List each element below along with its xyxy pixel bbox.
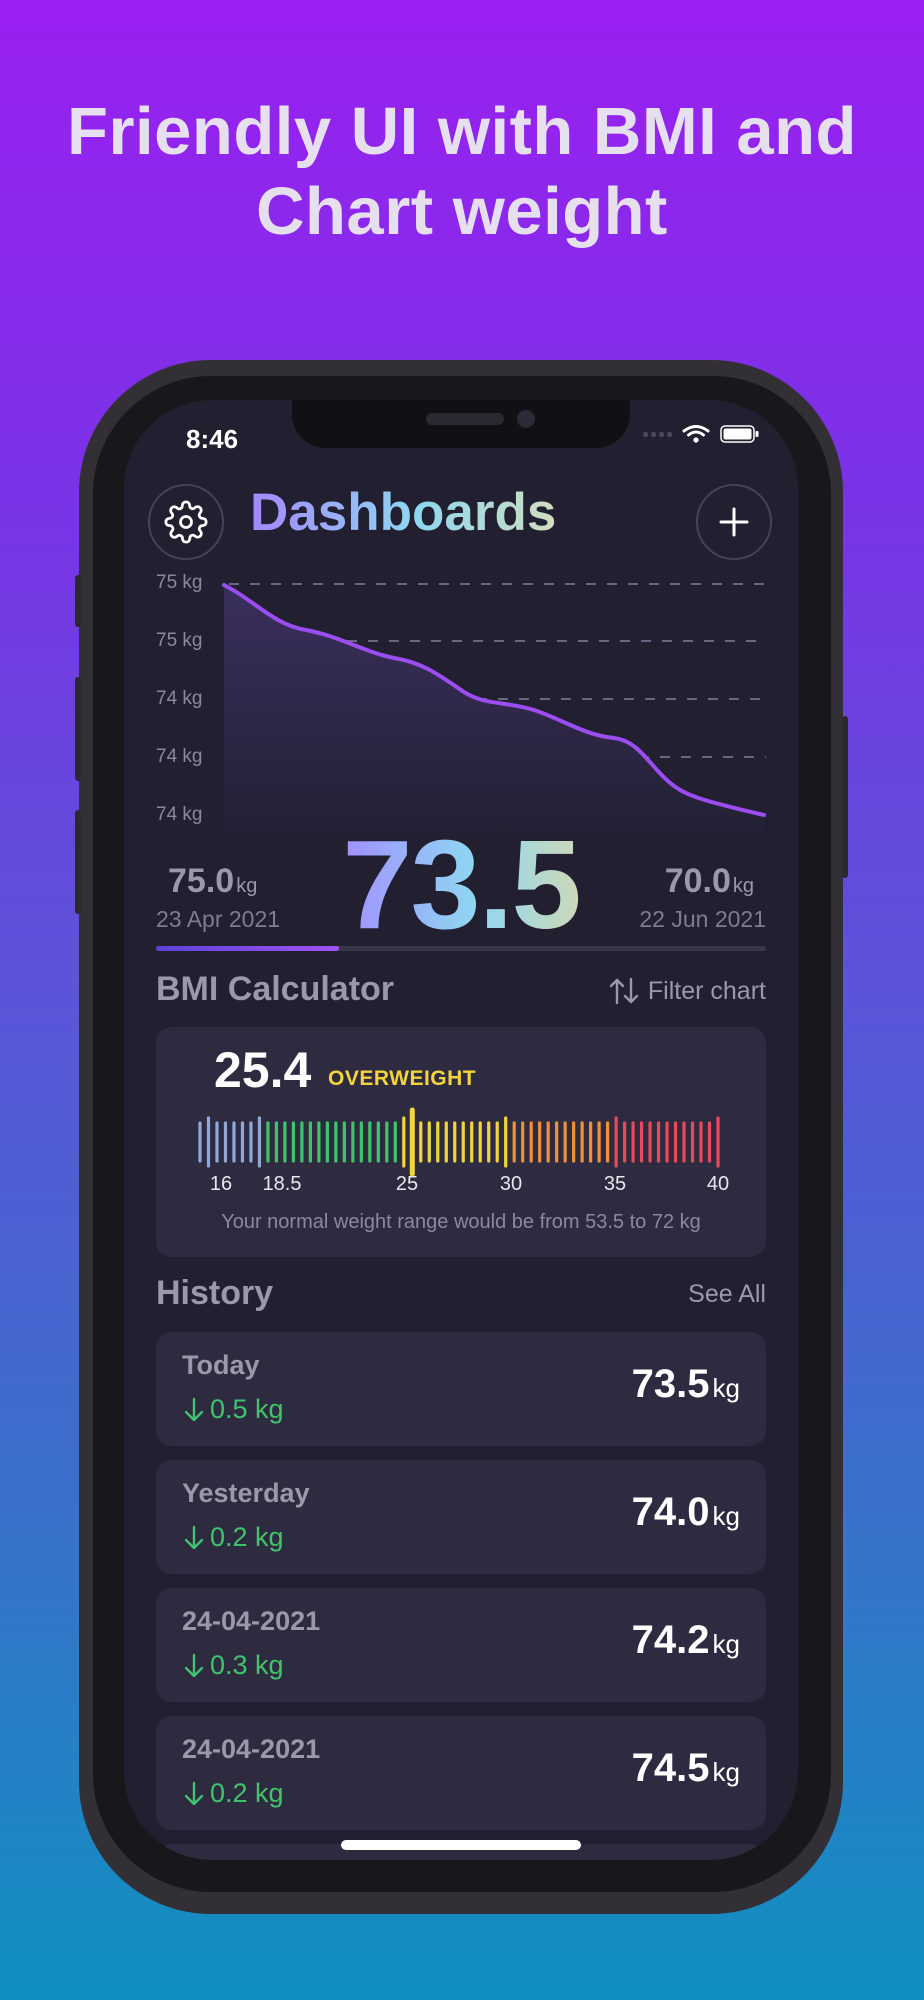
arrow-down-icon bbox=[184, 1525, 204, 1549]
history-item-label: 24-04-2021 bbox=[182, 1606, 321, 1636]
status-time: 8:46 bbox=[186, 424, 239, 454]
current-weight: 73.5 bbox=[336, 820, 586, 950]
gear-icon bbox=[164, 500, 208, 544]
chart-area bbox=[224, 585, 764, 840]
history-item-weight: 74.0 kg bbox=[631, 1490, 740, 1534]
arrow-down-icon bbox=[184, 1653, 204, 1677]
speaker-grille bbox=[426, 413, 504, 425]
start-date: 23 Apr 2021 bbox=[156, 906, 281, 932]
front-camera bbox=[517, 410, 535, 428]
filter-chart-label: Filter chart bbox=[647, 976, 766, 1005]
status-icons bbox=[643, 424, 760, 444]
plus-icon bbox=[719, 507, 749, 537]
history-item-yesterday[interactable]: Yesterday 0.2 kg 74.0 kg bbox=[156, 1460, 766, 1574]
history-item-weight: 74.5 kg bbox=[631, 1746, 740, 1790]
history-item[interactable]: 24-04-2021 0.2 kg 74.5 kg bbox=[156, 1716, 766, 1830]
bmi-value: 25.4 bbox=[214, 1042, 312, 1098]
bmi-card: 25.4 OVERWEIGHT 16 18.5 25 30 35 40 Your… bbox=[156, 1027, 766, 1257]
bmi-scale-label: 40 bbox=[706, 1173, 730, 1195]
sort-arrows-icon bbox=[609, 977, 639, 1005]
bmi-scale-label: 18.5 bbox=[262, 1173, 302, 1195]
bmi-note: Your normal weight range would be from 5… bbox=[221, 1211, 701, 1233]
history-item-weight: 73.5 kg bbox=[631, 1362, 740, 1406]
history-item-label: 24-04-2021 bbox=[182, 1734, 321, 1764]
weight-chart bbox=[222, 583, 766, 840]
history-item-delta: 0.5 kg bbox=[182, 1394, 284, 1425]
history-item-delta: 0.2 kg bbox=[182, 1522, 284, 1553]
bmi-scale bbox=[198, 1107, 720, 1177]
history-item-label: Today bbox=[182, 1350, 260, 1380]
y-tick-label: 75 kg bbox=[156, 630, 203, 651]
page-title: Dashboards bbox=[250, 483, 557, 542]
history-item-today[interactable]: Today 0.5 kg 73.5 kg bbox=[156, 1332, 766, 1446]
notch bbox=[292, 400, 630, 448]
history-section-title: History bbox=[156, 1274, 274, 1312]
phone-volume-down bbox=[75, 810, 81, 914]
bmi-scale-label: 35 bbox=[603, 1173, 627, 1195]
history-item-delta: 0.3 kg bbox=[182, 1650, 284, 1681]
battery-icon bbox=[720, 425, 759, 443]
start-weight: 75.0 kg bbox=[168, 862, 258, 900]
filter-chart-button[interactable]: Filter chart bbox=[608, 976, 766, 1006]
goal-weight: 70.0 kg bbox=[664, 862, 754, 900]
y-tick-label: 75 kg bbox=[156, 572, 203, 593]
see-all-link[interactable]: See All bbox=[688, 1280, 766, 1308]
goal-progress-bar bbox=[156, 946, 766, 951]
goal-date: 22 Jun 2021 bbox=[639, 906, 766, 932]
home-indicator[interactable] bbox=[341, 1840, 581, 1850]
arrow-down-icon bbox=[184, 1781, 204, 1805]
signal-icon bbox=[643, 431, 672, 437]
bmi-category: OVERWEIGHT bbox=[328, 1067, 477, 1090]
bmi-scale-label: 25 bbox=[395, 1173, 419, 1195]
add-entry-button[interactable] bbox=[696, 484, 772, 560]
bmi-scale-label: 30 bbox=[499, 1173, 523, 1195]
bmi-section-title: BMI Calculator bbox=[156, 970, 395, 1008]
app-screen: 8:46 Dashboards 75 kg 75 kg 74 kg 74 kg … bbox=[124, 400, 798, 1860]
bmi-scale-label: 16 bbox=[209, 1173, 233, 1195]
y-tick-label: 74 kg bbox=[156, 746, 203, 767]
y-tick-label: 74 kg bbox=[156, 804, 203, 825]
phone-power-button bbox=[842, 716, 848, 878]
history-item-delta: 0.2 kg bbox=[182, 1778, 284, 1809]
settings-button[interactable] bbox=[148, 484, 224, 560]
y-tick-label: 74 kg bbox=[156, 688, 203, 709]
chart-gridlines bbox=[229, 583, 766, 758]
history-item-label: Yesterday bbox=[182, 1478, 310, 1508]
promo-headline: Friendly UI with BMI and Chart weight bbox=[67, 94, 857, 249]
arrow-down-icon bbox=[184, 1397, 204, 1421]
phone-side-button bbox=[75, 575, 81, 627]
history-item-weight: 74.2 kg bbox=[631, 1618, 740, 1662]
history-item-partial[interactable] bbox=[156, 1844, 766, 1860]
phone-volume-up bbox=[75, 677, 81, 781]
goal-progress-fill bbox=[156, 946, 339, 951]
history-item[interactable]: 24-04-2021 0.3 kg 74.2 kg bbox=[156, 1588, 766, 1702]
wifi-icon bbox=[682, 425, 710, 443]
weight-series-line bbox=[222, 583, 766, 817]
